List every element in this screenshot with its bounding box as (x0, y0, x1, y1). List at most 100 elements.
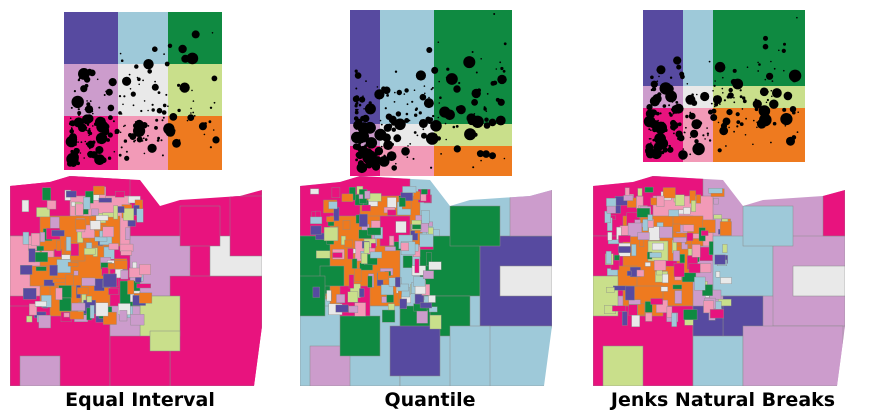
point (415, 70, 426, 81)
point (354, 69, 358, 73)
census-tract (659, 226, 673, 239)
point (360, 115, 366, 122)
census-tract (703, 300, 715, 314)
point (384, 107, 387, 110)
point (712, 90, 714, 92)
scatter-points (643, 16, 802, 160)
point (752, 143, 754, 146)
point (732, 78, 744, 90)
point (203, 133, 206, 136)
point (471, 99, 478, 106)
point (680, 74, 685, 80)
point (772, 121, 777, 126)
point (147, 109, 149, 112)
point (383, 140, 393, 151)
point (722, 117, 731, 126)
point (773, 67, 776, 70)
point (714, 80, 716, 82)
census-tract (691, 200, 696, 212)
point (368, 101, 372, 105)
census-tract (26, 315, 33, 323)
point (124, 124, 126, 127)
point (708, 60, 711, 63)
point (473, 113, 476, 115)
census-tract (428, 261, 442, 270)
point (211, 32, 214, 34)
census-tract (675, 194, 685, 206)
point (74, 104, 78, 108)
point (685, 126, 687, 129)
census-tract (33, 252, 48, 263)
point (136, 132, 139, 135)
census-tract (34, 301, 47, 307)
census-tract (662, 187, 676, 199)
point (650, 129, 652, 131)
point (178, 44, 187, 54)
census-tract (714, 254, 726, 265)
point (123, 125, 125, 128)
census-tract (672, 250, 680, 262)
point (671, 101, 674, 103)
point (374, 156, 382, 164)
point (502, 69, 506, 73)
point (113, 150, 116, 153)
census-tract (348, 274, 355, 289)
census-tract (628, 299, 641, 305)
point (733, 96, 735, 99)
point (209, 146, 212, 149)
point (719, 126, 729, 136)
point (142, 79, 144, 82)
census-tract (720, 277, 732, 284)
point (140, 109, 143, 113)
point (365, 161, 373, 169)
point (92, 125, 94, 127)
point (120, 146, 123, 149)
census-tract (361, 204, 371, 212)
census-tract (347, 291, 359, 303)
point (668, 104, 671, 107)
census-tract (83, 196, 91, 210)
census-tract (119, 310, 128, 322)
point (762, 43, 769, 50)
point (154, 126, 158, 130)
point (137, 77, 141, 82)
point (179, 87, 182, 90)
census-tract (358, 194, 364, 200)
map-region (742, 325, 844, 386)
census-tract (413, 191, 421, 200)
point (169, 113, 178, 121)
point (355, 158, 358, 162)
point (151, 103, 154, 106)
census-tract (637, 303, 645, 316)
point (648, 138, 651, 140)
census-tract (335, 304, 349, 313)
point (714, 102, 719, 107)
point (395, 162, 397, 165)
census-tract (631, 244, 637, 257)
census-tract (364, 190, 371, 199)
census-tract (377, 271, 389, 281)
point (190, 112, 192, 114)
point (683, 131, 686, 134)
census-tract (682, 224, 695, 232)
point (452, 125, 456, 129)
point (147, 143, 157, 153)
point (472, 166, 475, 169)
point (379, 119, 382, 122)
legend-cell-r1-c2 (713, 86, 805, 108)
point (134, 139, 137, 142)
census-tract (59, 297, 72, 312)
census-tract (102, 273, 117, 288)
point (85, 106, 88, 110)
census-tract (95, 215, 109, 221)
census-tract (29, 303, 37, 316)
point (796, 131, 799, 133)
point (88, 69, 96, 77)
point (154, 80, 156, 83)
point (437, 116, 440, 119)
census-tract (336, 294, 346, 304)
point (722, 67, 724, 70)
point (648, 128, 651, 131)
point (428, 117, 434, 122)
point (654, 143, 658, 147)
